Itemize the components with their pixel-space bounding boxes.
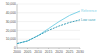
x-tick-label: 2000 [13, 50, 21, 54]
grid-line [17, 48, 80, 49]
x-tick-label: 2010 [34, 50, 42, 54]
x-tick-label: 2025 [66, 50, 74, 54]
legend-label: Reference [81, 9, 97, 13]
grid-line [17, 39, 80, 40]
grid-line [17, 12, 80, 13]
x-tick-label: 2015 [45, 50, 53, 54]
x-axis [17, 48, 80, 49]
y-tick-label: 40,000 [6, 11, 16, 15]
y-tick-label: 10,000 [6, 37, 16, 41]
x-tick-label: 2020 [55, 50, 63, 54]
grid-line [17, 4, 80, 5]
y-axis [17, 4, 18, 48]
y-tick-label: 30,000 [6, 20, 16, 24]
y-tick-label: 20,000 [6, 29, 16, 33]
series-line [17, 11, 80, 44]
x-tick-label: 2030 [76, 50, 84, 54]
plot-area [17, 11, 80, 44]
chart: 010,00020,00030,00040,00050,000200020052… [0, 0, 100, 56]
page: {"chart_data": {"type": "line", "x": [20… [0, 0, 100, 56]
x-tick-label: 2005 [24, 50, 32, 54]
series-line [17, 20, 80, 44]
legend-label: Low case [81, 18, 95, 22]
y-tick-label: 50,000 [6, 2, 16, 6]
